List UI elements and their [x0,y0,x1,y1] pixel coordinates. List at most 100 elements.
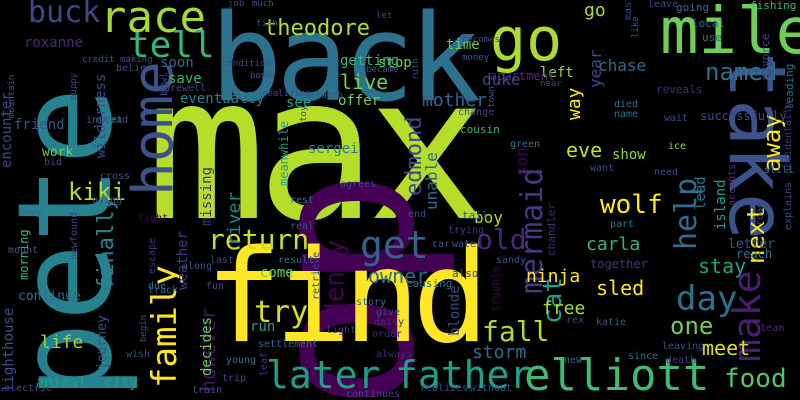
word: friend [14,117,65,133]
word: fishing [750,0,797,12]
word: reach [736,247,773,261]
word: roxanne [24,35,84,51]
word: mount [8,245,39,256]
word: work [42,145,74,160]
word: theodore [264,16,370,41]
word: blonde [447,285,463,336]
word: without [470,383,513,394]
word: continues [346,389,401,400]
word: going [676,1,710,14]
word: team [760,323,785,334]
word: stop [378,55,412,71]
word: making [120,55,153,65]
word: much [252,0,274,9]
word: old [476,223,527,256]
word: ruth [411,58,421,80]
word: get [360,223,429,267]
word: trying [448,225,485,236]
word: island [713,179,729,230]
word: cousin [460,123,500,136]
word: see [286,95,312,111]
word: live [340,70,389,94]
word: letter [728,237,775,252]
word: electric [4,383,53,394]
word: kiki [68,178,126,206]
word: escape [147,237,158,274]
word: rest [290,195,315,206]
word: successfully [700,109,787,123]
word: lead [693,176,709,210]
word: city [104,375,138,391]
word: town [487,86,497,108]
word: time [446,37,480,53]
word: together [590,257,648,271]
word: catch [316,91,344,101]
word: daisy [374,317,405,328]
word: father [395,353,533,397]
word: green [510,139,541,150]
word: run [250,319,276,335]
word: death [666,355,697,366]
word: instead [86,115,129,126]
word: trouble [489,265,502,312]
word: condition [222,59,271,69]
word: money [462,53,490,63]
word: reveals [656,83,703,96]
word: leaving [662,341,705,352]
word: since [628,351,659,362]
word: come [260,265,294,281]
word: begin [139,314,149,342]
word: finally [94,197,119,290]
word: settlement [258,339,319,350]
word: causing [406,277,453,290]
word: pet [106,115,123,125]
word: local [692,17,726,30]
word: life [40,332,84,353]
word: credit [82,55,115,65]
word: eventually [180,91,265,107]
word: ninja [526,266,581,287]
word: toy [299,105,309,122]
word: go [584,0,606,21]
word: fish [256,19,278,29]
word: agrees [340,179,377,190]
word: near [540,79,562,89]
word: busy [18,207,43,218]
word: light [326,325,357,336]
word: back [210,0,481,129]
word: rex [566,315,585,326]
word: missing [199,166,215,226]
word: give [376,307,401,318]
word: show [612,147,646,163]
word: meanwhile [277,120,291,186]
word: chandler [545,203,558,256]
word: wait [664,113,689,124]
word: along [182,261,213,272]
word: let [376,11,393,21]
word: journey [95,315,110,370]
word: tell [128,25,215,66]
word: mile [660,0,800,69]
word: want [590,163,615,174]
word: like [631,16,641,38]
word: fall [482,315,550,348]
word: use [702,31,722,44]
word: end [408,209,427,220]
word: new [564,355,583,366]
word: way [564,87,585,120]
word: elliott [524,350,710,400]
word: decides [199,316,215,376]
word: also [452,267,479,280]
word: realizing [262,89,311,99]
word: meet [702,336,751,360]
word: change [458,107,495,118]
word: mountain [7,74,17,118]
word: using [92,195,123,206]
word: part [610,219,635,230]
word: trip [222,373,247,384]
word: try [254,295,309,330]
word: day [676,279,738,319]
word: due [148,281,167,292]
word: young [226,355,257,366]
word: water [452,239,483,250]
